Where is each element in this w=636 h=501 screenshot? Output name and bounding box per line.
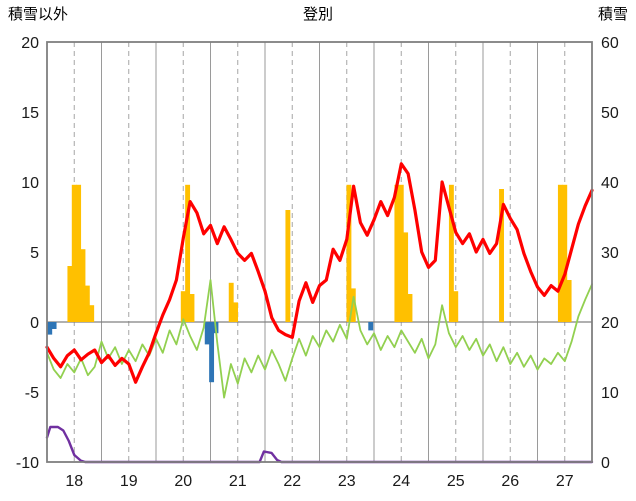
svg-text:10: 10 <box>21 175 39 192</box>
svg-text:30: 30 <box>601 245 619 262</box>
svg-text:50: 50 <box>601 105 619 122</box>
svg-text:27: 27 <box>556 473 574 490</box>
svg-text:26: 26 <box>501 473 519 490</box>
chart-title: 登別 <box>302 6 333 23</box>
svg-text:15: 15 <box>21 105 39 122</box>
svg-text:25: 25 <box>447 473 465 490</box>
svg-text:24: 24 <box>392 473 410 490</box>
svg-text:20: 20 <box>601 315 619 332</box>
svg-text:23: 23 <box>338 473 356 490</box>
svg-text:20: 20 <box>21 35 39 52</box>
svg-text:22: 22 <box>283 473 301 490</box>
svg-text:0: 0 <box>30 315 39 332</box>
svg-text:60: 60 <box>601 35 619 52</box>
right-axis-title: 積雪 <box>597 6 628 23</box>
svg-text:40: 40 <box>601 175 619 192</box>
svg-text:10: 10 <box>601 385 619 402</box>
svg-text:-5: -5 <box>25 385 39 402</box>
left-axis-title: 積雪以外 <box>8 6 69 23</box>
svg-text:5: 5 <box>30 245 39 262</box>
svg-text:19: 19 <box>120 473 138 490</box>
svg-text:0: 0 <box>601 455 610 472</box>
svg-text:21: 21 <box>229 473 247 490</box>
svg-text:20: 20 <box>174 473 192 490</box>
svg-text:-10: -10 <box>16 455 39 472</box>
svg-text:18: 18 <box>65 473 83 490</box>
